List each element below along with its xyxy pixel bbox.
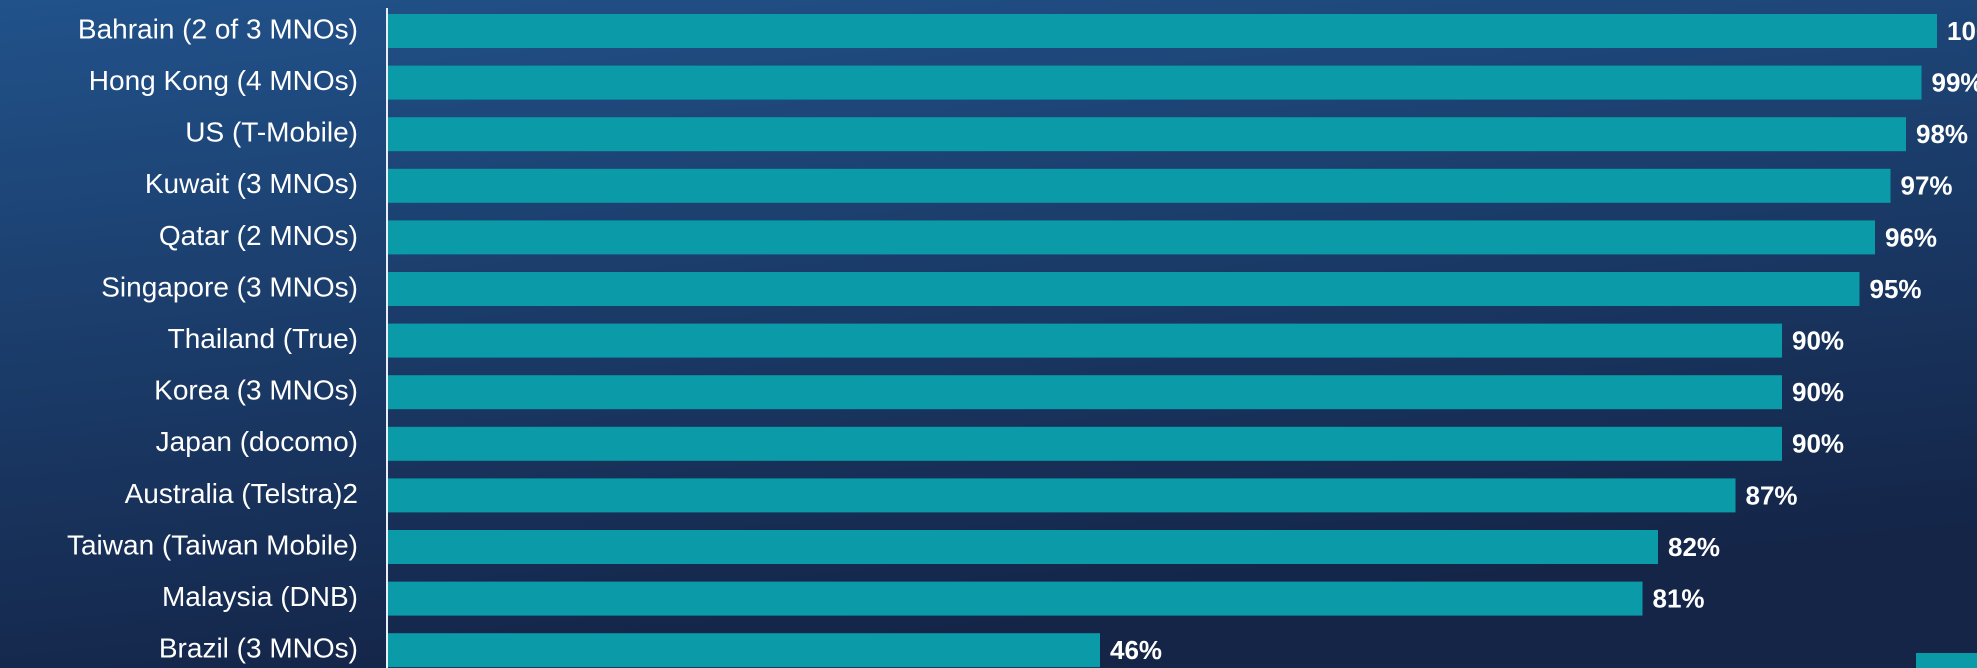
bar [387,633,1100,668]
y-tick-label: Japan (docomo) [156,426,358,457]
y-tick-label: US (T-Mobile) [185,117,358,148]
bar [387,272,1860,306]
bar [387,117,1906,152]
y-tick-label: Qatar (2 MNOs) [159,220,358,251]
bar [387,323,1782,358]
y-tick-label: Kuwait (3 MNOs) [145,168,358,199]
y-tick-label: Thailand (True) [168,323,358,354]
data-label: 90% [1792,377,1844,407]
bar [387,478,1736,513]
legend-fragment [1916,653,1977,668]
data-label: 81% [1653,583,1705,613]
bar [387,14,1937,48]
data-label: 97% [1901,171,1953,201]
y-tick-label: Singapore (3 MNOs) [101,271,358,302]
data-label: 99% [1932,67,1977,97]
bar [387,530,1658,564]
bar [387,581,1643,616]
data-label: 96% [1885,222,1937,252]
data-label: 82% [1668,532,1720,562]
y-tick-label: Brazil (3 MNOs) [159,633,358,664]
y-tick-label: Taiwan (Taiwan Mobile) [67,529,358,560]
data-label: 90% [1792,325,1844,355]
bar [387,426,1782,461]
bar [387,375,1782,410]
y-tick-label: Korea (3 MNOs) [154,375,358,406]
data-label: 100% [1947,16,1977,46]
y-tick-label: Bahrain (2 of 3 MNOs) [78,13,358,44]
data-label: 87% [1746,480,1798,510]
data-label: 98% [1916,119,1968,149]
y-tick-label: Malaysia (DNB) [162,581,358,612]
bar [387,220,1875,255]
data-label: 95% [1870,274,1922,304]
data-label: 46% [1110,635,1162,665]
y-tick-label: Hong Kong (4 MNOs) [89,65,358,96]
bar [387,65,1922,100]
bar [387,168,1891,203]
data-label: 90% [1792,429,1844,459]
y-tick-label: Australia (Telstra)2 [125,478,358,509]
